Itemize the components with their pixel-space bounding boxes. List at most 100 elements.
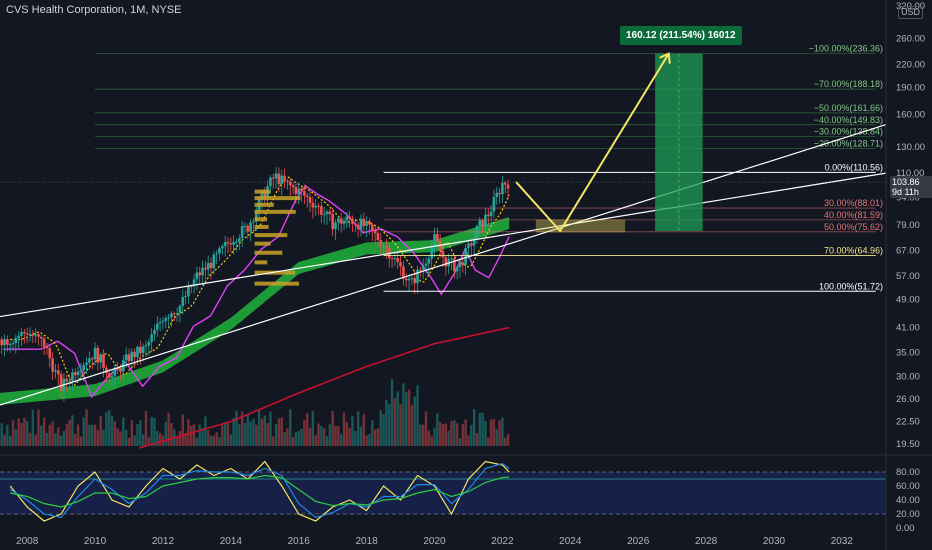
volume-bar xyxy=(405,392,408,446)
candle-body xyxy=(373,230,377,234)
candle-body xyxy=(212,254,216,269)
fib-level-label: 100.00%(51.72) xyxy=(819,281,883,291)
candle-body xyxy=(379,240,383,247)
candle-body xyxy=(283,175,286,181)
candle-body xyxy=(252,221,255,223)
volume-bar xyxy=(461,424,465,446)
volume-bar xyxy=(23,417,26,446)
candle-body xyxy=(328,211,332,215)
candle-body xyxy=(305,195,309,198)
candle-body xyxy=(461,262,465,266)
volume-bar xyxy=(325,436,329,446)
candle-body xyxy=(450,258,453,260)
symbol-title: CVS Health Corporation, 1M, NYSE xyxy=(6,4,182,16)
volume-bar xyxy=(221,424,224,446)
candle-body xyxy=(246,225,250,232)
candle-body xyxy=(6,339,9,345)
oscillator-tick-label: 80.00 xyxy=(896,467,920,478)
ema-red-line xyxy=(138,326,510,449)
volume-bar xyxy=(280,417,283,446)
candle-body xyxy=(136,346,139,358)
candle-body xyxy=(34,334,37,336)
candle-body xyxy=(175,313,179,315)
candle-body xyxy=(37,334,40,337)
volume-bar xyxy=(385,399,388,446)
oscillator-line xyxy=(10,474,510,508)
candle-body xyxy=(93,347,97,360)
volume-profile-bar xyxy=(254,250,283,255)
volume-bar xyxy=(453,420,456,446)
candle-body xyxy=(0,339,3,346)
candle-body xyxy=(65,378,69,382)
volume-bar xyxy=(99,415,102,446)
volume-bar xyxy=(438,421,442,446)
candle-body xyxy=(501,182,504,195)
volume-profile-bar xyxy=(254,189,271,194)
volume-bar xyxy=(470,425,473,446)
candle-body xyxy=(413,278,417,284)
y-tick-label: 49.00 xyxy=(896,295,920,306)
projection-arrow-path xyxy=(515,53,670,233)
candle-body xyxy=(365,220,368,226)
volume-bar xyxy=(396,391,399,446)
volume-bar xyxy=(238,424,241,446)
volume-bar xyxy=(17,418,20,446)
currency-label[interactable]: USD xyxy=(898,6,924,19)
candle-body xyxy=(209,263,213,269)
volume-bar xyxy=(269,411,272,446)
volume-bar xyxy=(133,435,136,446)
y-tick-label: 110.00 xyxy=(896,168,924,179)
extension-level-label: −30.00%(138.84) xyxy=(814,127,883,137)
y-tick-label: 41.00 xyxy=(896,323,920,334)
volume-bar xyxy=(201,427,204,446)
volume-bar xyxy=(283,431,286,446)
extension-level-label: −40.00%(149.83) xyxy=(814,115,883,125)
volume-bar xyxy=(322,428,326,446)
volume-bars xyxy=(0,379,510,446)
candle-body xyxy=(416,269,419,284)
candle-body xyxy=(147,341,151,346)
volume-bar xyxy=(498,420,501,446)
volume-bar xyxy=(170,423,173,446)
volume-bar xyxy=(212,435,216,446)
ema-green-band xyxy=(0,217,510,405)
candle-body xyxy=(469,243,473,246)
stochastic-oscillator xyxy=(0,454,932,522)
volume-bar xyxy=(198,424,201,446)
volume-bar xyxy=(467,435,470,446)
candle-body xyxy=(107,373,111,378)
candle-body xyxy=(294,187,298,195)
candle-body xyxy=(192,279,196,287)
candle-body xyxy=(436,234,439,242)
x-tick-label: 2024 xyxy=(559,536,582,547)
volume-bar xyxy=(359,426,363,446)
candle-body xyxy=(492,197,496,212)
volume-profile-bar xyxy=(254,281,300,286)
candle-body xyxy=(303,191,306,196)
volume-bar xyxy=(91,424,94,446)
target-zone-box xyxy=(655,53,703,232)
volume-bar xyxy=(373,429,377,446)
volume-bar xyxy=(464,419,467,446)
volume-bar xyxy=(506,434,510,446)
candle-body xyxy=(8,344,12,346)
volume-bar xyxy=(504,437,507,446)
y-tick-label: 19.50 xyxy=(896,439,920,450)
volume-bar xyxy=(263,415,266,446)
candle-body xyxy=(362,218,366,226)
candle-body xyxy=(158,322,162,324)
candle-body xyxy=(263,191,267,197)
x-tick-label: 2016 xyxy=(288,536,311,547)
volume-bar xyxy=(348,427,351,446)
volume-bar xyxy=(337,426,340,446)
fib-level-label: 30.00%(88.01) xyxy=(824,198,883,208)
volume-bar xyxy=(235,410,238,446)
volume-bar xyxy=(68,419,71,446)
candle-body xyxy=(155,323,159,330)
volume-bar xyxy=(204,416,207,446)
candle-body xyxy=(105,367,108,374)
volume-bar xyxy=(0,423,3,446)
volume-bar xyxy=(144,411,148,446)
volume-profile-bar xyxy=(254,196,301,201)
